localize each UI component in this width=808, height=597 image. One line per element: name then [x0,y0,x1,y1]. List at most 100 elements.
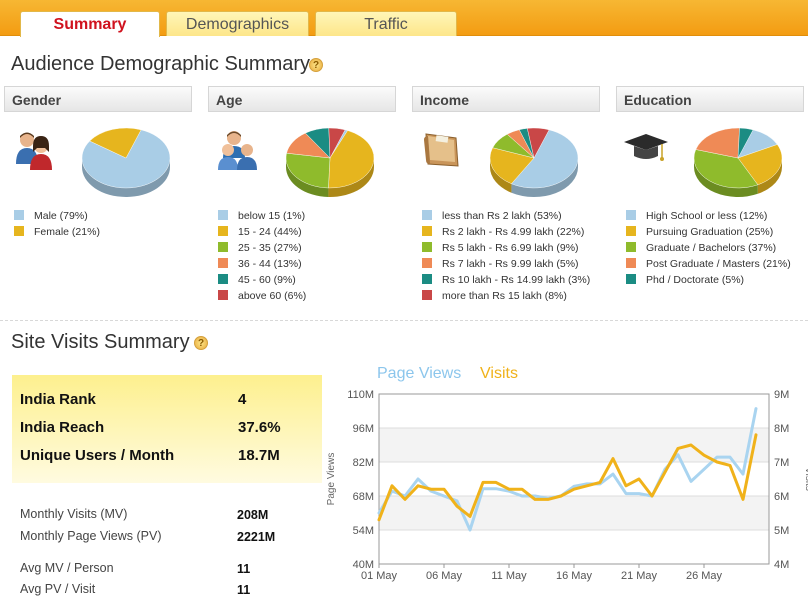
income-legend-item: less than Rs 2 lakh (53%) [422,208,590,224]
point-page-views [546,497,550,500]
point-visits [637,477,641,481]
education-legend-label: Graduate / Bachelors (37%) [646,242,777,254]
point-visits [624,484,628,487]
point-page-views [468,528,472,532]
monthly-visits-value: 208M [237,508,269,522]
point-visits [455,505,459,508]
gender-legend-swatch [14,226,24,236]
gender-pie-slice-1 [89,127,142,159]
point-page-views [559,494,563,498]
point-visits [481,481,485,484]
point-page-views [416,477,420,481]
point-visits [676,447,680,450]
unique-users-value: 18.7M [238,447,280,464]
point-visits [416,484,420,487]
education-legend-item: Post Graduate / Masters (21%) [626,256,791,272]
india-rank-label: India Rank [20,391,96,408]
monthly-visits-label: Monthly Visits (MV) [20,507,128,521]
education-pie-edge-2 [694,158,758,197]
education-legend-swatch [626,210,636,220]
gender-pie-edge-0 [82,158,170,197]
age-legend-label: below 15 (1%) [238,210,306,222]
point-page-views [689,480,693,483]
age-panel: Age below 15 (1%) 15 - 24 (44%) 25 - 35 (2… [208,86,396,306]
point-page-views [676,453,680,456]
point-visits [754,433,758,436]
gender-legend: Male (79%) Female (21%) [14,208,100,240]
y-left-axis-label: Page Views [326,453,337,506]
point-page-views [728,455,732,459]
age-legend-label: 15 - 24 (44%) [238,226,302,238]
y-left-tick-label: 96M [353,423,374,435]
x-tick-label: 16 May [556,570,593,582]
users-group-icon [218,131,257,170]
income-legend-item: Rs 2 lakh - Rs 4.99 lakh (22%) [422,224,590,240]
education-legend-swatch [626,226,636,236]
chart-grid-band [379,428,769,462]
education-panel: Education High School or less (12%) Pursu… [616,86,804,306]
income-legend-swatch [422,274,432,284]
point-visits [468,515,472,518]
point-page-views [754,407,758,410]
point-visits [585,484,589,487]
legend-visits: Visits [480,365,518,382]
age-legend-label: 36 - 44 (13%) [238,258,302,270]
education-pie-chart [693,127,783,197]
x-tick-label: 21 May [621,570,658,582]
site-visits-help-icon[interactable]: ? [194,336,208,350]
tab-traffic[interactable]: Traffic [315,11,457,36]
y-right-tick-label: 8M [774,423,789,435]
income-legend-label: Rs 5 lakh - Rs 6.99 lakh (9%) [442,242,579,254]
age-legend-swatch [218,242,228,252]
legend-page-views: Page Views [377,365,462,382]
age-pie-slice-1 [328,130,375,189]
y-right-tick-label: 9M [774,389,789,401]
age-legend-swatch [218,210,228,220]
income-legend-swatch [422,210,432,220]
point-page-views [598,482,602,486]
age-pie-chart [285,127,375,197]
rank-summary-box: India Rank 4 India Reach 37.6% Unique Us… [12,375,322,483]
gender-legend-label: Male (79%) [34,210,88,222]
tab-summary[interactable]: Summary [20,11,160,37]
point-page-views [390,489,394,493]
y-left-tick-label: 110M [347,389,374,401]
education-legend-swatch [626,274,636,284]
point-visits [546,498,550,501]
y-right-tick-label: 5M [774,525,789,537]
age-pie-edge-2 [286,158,329,197]
tab-demographics[interactable]: Demographics [166,11,309,36]
income-legend-swatch [422,290,432,300]
income-pie-slice-0 [511,129,579,189]
gender-pie-slice-0 [81,129,171,189]
point-visits [728,464,732,467]
income-pie-edge-0 [511,158,578,197]
age-legend-label: 25 - 35 (27%) [238,242,302,254]
point-page-views [650,494,654,498]
audience-help-icon[interactable]: ? [309,58,323,72]
education-header: Education [616,86,804,112]
education-legend-item: Pursuing Graduation (25%) [626,224,791,240]
point-page-views [403,494,407,498]
point-page-views [429,489,433,493]
income-legend-swatch [422,226,432,236]
income-legend-label: Rs 7 lakh - Rs 9.99 lakh (5%) [442,258,579,270]
point-page-views [663,468,667,471]
point-visits [689,443,693,447]
y-left-tick-label: 68M [353,491,374,503]
gender-panel: Gender Male (79%) Female (21%) [4,86,192,306]
avg-pv-visit-label: Avg PV / Visit [20,582,96,596]
point-visits [559,494,563,498]
chart-grid-band [379,496,769,530]
education-pie-slice-4 [737,127,754,159]
income-legend-label: more than Rs 15 lakh (8%) [442,290,567,302]
point-page-views [611,472,615,476]
age-legend-label: 45 - 60 (9%) [238,274,296,286]
point-page-views [702,468,706,471]
gender-header: Gender [4,86,192,112]
age-legend-item: below 15 (1%) [218,208,306,224]
education-legend-swatch [626,258,636,268]
y-left-tick-label: 54M [353,525,374,537]
chart-plot-area [379,394,769,564]
x-tick-label: 11 May [491,570,527,582]
